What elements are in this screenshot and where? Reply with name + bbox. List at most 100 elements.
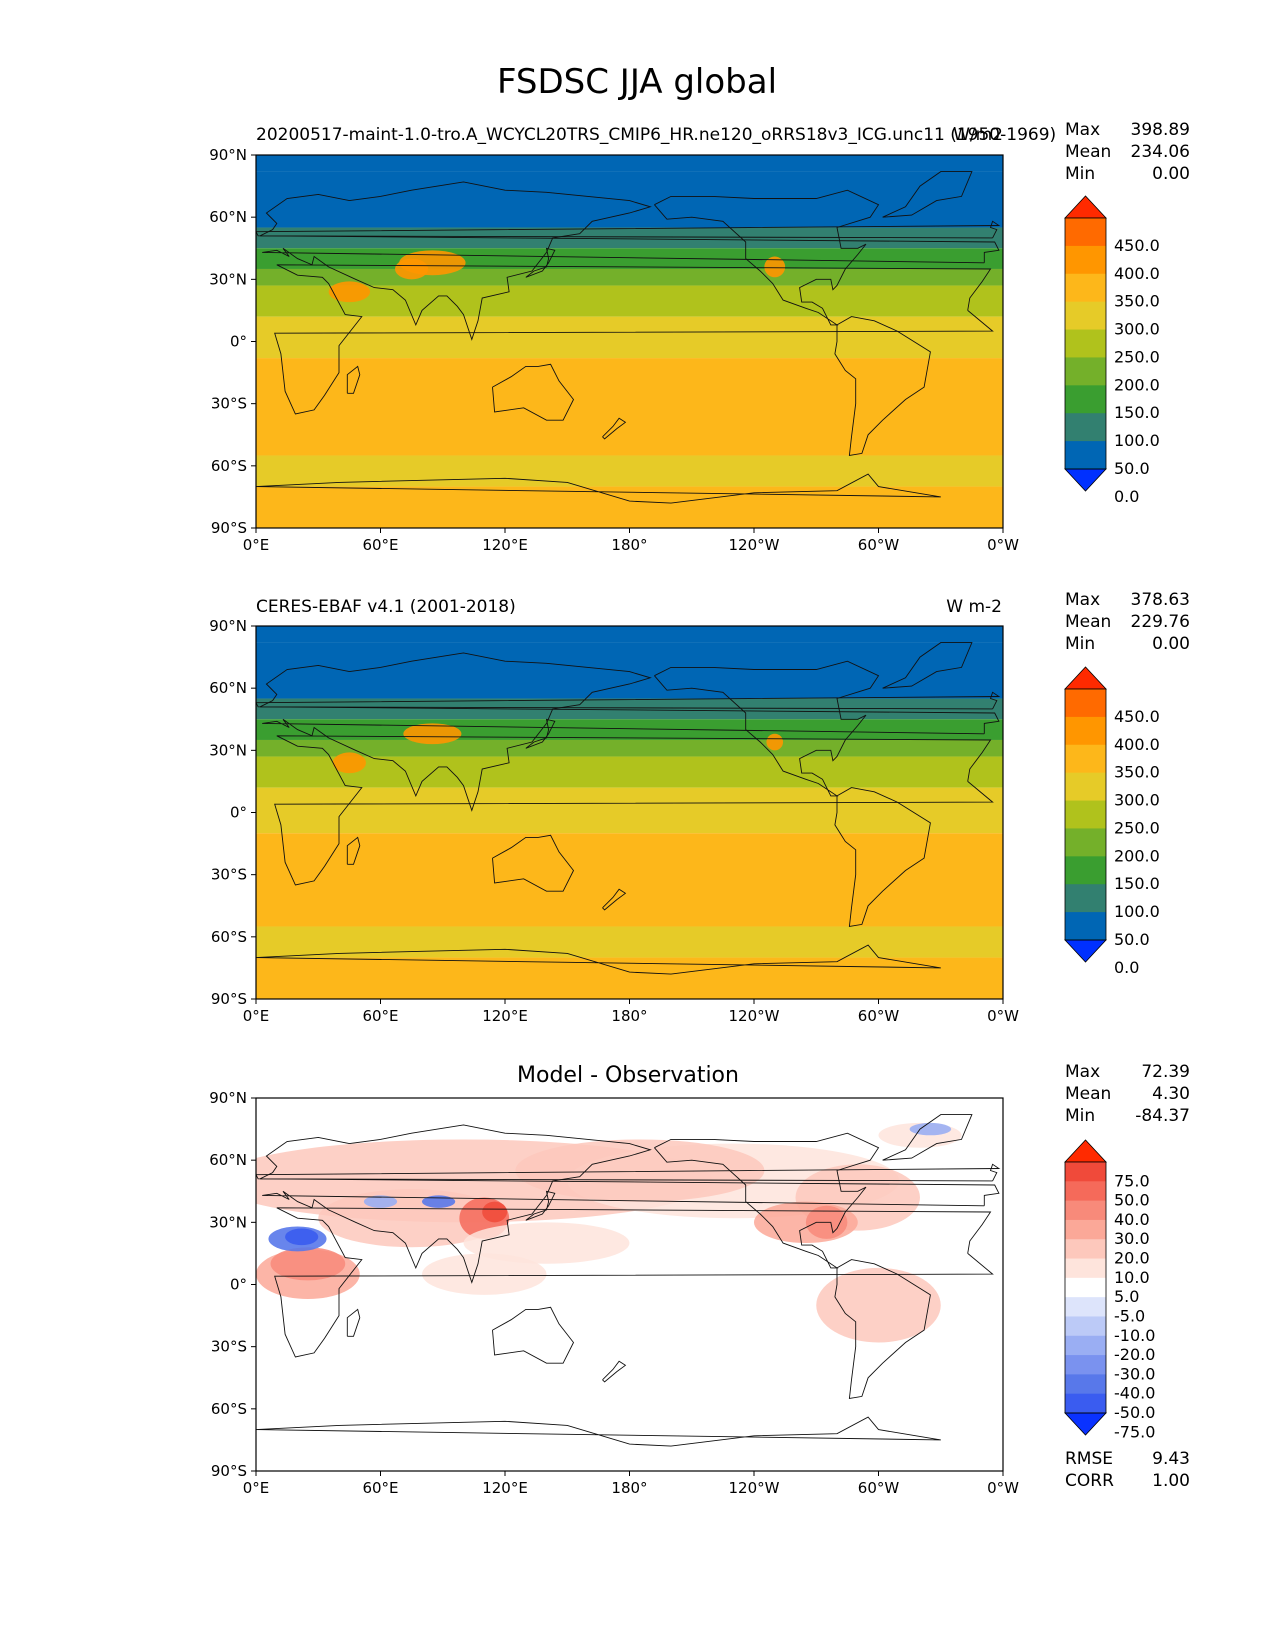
y-tick-label: 30°N (209, 1213, 247, 1231)
y-tick-label: 90°S (211, 990, 247, 1008)
colorbar-label: 20.0 (1114, 1249, 1150, 1268)
coastline (346, 365, 361, 394)
min-value: 0.00 (1152, 164, 1190, 184)
colorbar-segment (1065, 1162, 1106, 1182)
data-field (256, 626, 1003, 999)
error-stats-block: RMSE 9.43 CORR 1.00 (1065, 1449, 1190, 1491)
max-label: Max (1065, 1062, 1100, 1082)
mean-label: Mean (1065, 1084, 1111, 1104)
colorbar-label: 300.0 (1114, 791, 1160, 810)
negative-bias-region (285, 1228, 319, 1246)
negative-bias-region (422, 1195, 456, 1208)
colorbar-segment (1065, 413, 1106, 442)
panel-left-title: CERES-EBAF v4.1 (2001-2018) (256, 597, 516, 617)
colorbar-segment (1065, 1219, 1106, 1240)
lat-band (256, 756, 1003, 788)
lat-band (256, 719, 1003, 740)
mean-value: 234.06 (1131, 142, 1190, 162)
x-tick-label: 120°W (729, 1007, 780, 1025)
colorbar-segment (1065, 1393, 1106, 1414)
colorbar-segment (1065, 800, 1106, 829)
data-field (256, 1098, 1003, 1471)
colorbar-label: 150.0 (1114, 874, 1160, 893)
colorbar-label: -50.0 (1114, 1403, 1155, 1422)
colorbar-frame (1064, 688, 1107, 941)
colorbar-label: -30.0 (1114, 1364, 1155, 1383)
x-tick-label: 0°W (987, 1007, 1019, 1025)
colorbar-label: 75.0 (1114, 1171, 1150, 1190)
x-tick-label: 120°E (482, 1007, 528, 1025)
x-tick-label: 60°W (858, 1479, 900, 1497)
mean-value: 229.76 (1131, 612, 1190, 632)
coastline (525, 247, 556, 278)
negative-bias-region (909, 1122, 952, 1136)
min-label: Min (1065, 634, 1095, 654)
lat-band (256, 248, 1003, 269)
coastline (274, 735, 994, 886)
x-tick-label: 180° (611, 1479, 647, 1497)
high-flux-region (764, 256, 786, 278)
lat-band (256, 268, 1003, 286)
coastline (256, 691, 1001, 710)
colorbar-segment (1065, 218, 1106, 247)
rmse-label: RMSE (1065, 1449, 1113, 1469)
y-tick-label: 60°N (209, 1151, 247, 1169)
colorbar-segment (1065, 856, 1106, 885)
colorbar-label: -40.0 (1114, 1384, 1155, 1403)
stats-block: Max 378.63 Mean 229.76 Min 0.00 (1065, 590, 1190, 654)
coastline (882, 171, 973, 218)
max-label: Max (1065, 590, 1100, 610)
colorbar-extend-max (1064, 666, 1107, 690)
lat-band (256, 739, 1003, 757)
colorbar-label: 200.0 (1114, 375, 1160, 394)
colorbar-segment (1065, 385, 1106, 414)
colorbar-label: 30.0 (1114, 1229, 1150, 1248)
x-tick-label: 180° (611, 1007, 647, 1025)
colorbar-segment (1065, 1355, 1106, 1375)
bias-region (270, 1247, 346, 1281)
coastline (654, 1132, 880, 1269)
y-tick-label: 0° (230, 333, 247, 351)
figure-title: FSDSC JJA global (497, 62, 777, 102)
coastline (259, 1124, 1000, 1284)
colorbar-label: 200.0 (1114, 846, 1160, 865)
colorbar-extend-min (1064, 1412, 1107, 1436)
bias-region (482, 1201, 508, 1223)
coastline (346, 836, 361, 865)
lat-band (256, 642, 1003, 699)
coastline (834, 316, 931, 457)
coastline (256, 220, 1001, 239)
colorbar-segment (1065, 744, 1106, 774)
y-tick-label: 60°S (211, 1400, 247, 1418)
coastline (602, 888, 627, 911)
x-tick-label: 180° (611, 536, 647, 554)
x-tick-label: 60°E (362, 536, 398, 554)
colorbar-label: 50.0 (1114, 930, 1150, 949)
x-tick-label: 0°W (987, 536, 1019, 554)
colorbar-label: 5.0 (1114, 1287, 1139, 1306)
x-tick-label: 0°E (243, 1007, 270, 1025)
mean-label: Mean (1065, 612, 1111, 632)
panel-difference: Model - Observation Max 72.39 Mean 4.30 … (209, 1062, 1190, 1497)
colorbar-segment (1065, 1258, 1106, 1279)
colorbar-label: -75.0 (1114, 1422, 1155, 1441)
colorbar-label: 50.0 (1114, 1191, 1150, 1210)
coastline (259, 181, 1000, 341)
rmse-value: 9.43 (1152, 1449, 1190, 1469)
panel-units: W/m2 (953, 125, 1003, 145)
coastline (602, 1360, 627, 1383)
min-label: Min (1065, 1106, 1095, 1126)
corr-value: 1.00 (1152, 1471, 1190, 1491)
min-label: Min (1065, 164, 1095, 184)
map-plot: 0°E 60°E 120°E 180° 120°W 60°W 0°W 90°N 60°N 30°N… (209, 146, 1019, 554)
coastline (256, 473, 941, 504)
y-tick-label: 0° (230, 804, 247, 822)
colorbar-label: 350.0 (1114, 292, 1160, 311)
x-tick-label: 0°E (243, 536, 270, 554)
colorbar-segment (1065, 716, 1106, 746)
panel-center-title: Model - Observation (517, 1063, 739, 1088)
min-value: 0.00 (1152, 634, 1190, 654)
colorbar-segment (1065, 1316, 1106, 1337)
colorbar-segment (1065, 1200, 1106, 1221)
